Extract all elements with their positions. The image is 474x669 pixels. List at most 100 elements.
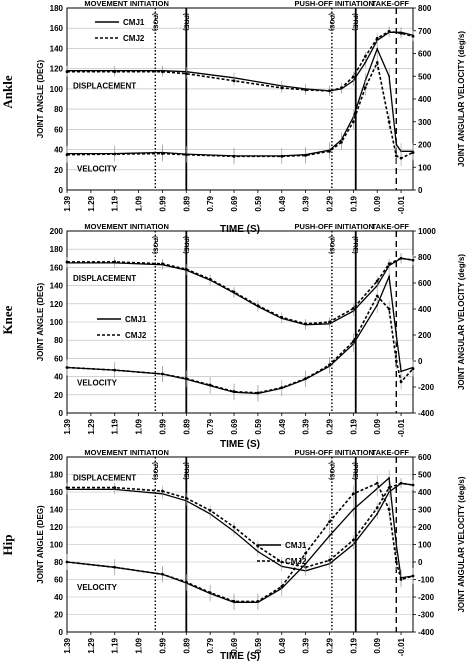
- data-point: [161, 70, 164, 74]
- x-tick-label: 0.49: [278, 418, 287, 434]
- data-point: [411, 574, 415, 578]
- data-point: [351, 492, 355, 496]
- data-point: [280, 585, 284, 588]
- y-tick-label: 100: [50, 541, 64, 550]
- phase-label: TAKE-OFF: [372, 222, 410, 231]
- data-point: [328, 320, 331, 324]
- x-tick-label: 1.29: [87, 195, 96, 211]
- x-tick-label: 0.29: [325, 637, 334, 653]
- data-point: [161, 372, 164, 376]
- data-point: [388, 275, 391, 278]
- y-tick-label: 140: [50, 44, 64, 53]
- y-right-tick-label: -300: [418, 611, 435, 620]
- data-point: [280, 86, 284, 90]
- data-point: [161, 572, 164, 576]
- data-point: [375, 279, 379, 283]
- data-point: [232, 79, 236, 83]
- data-point: [375, 481, 379, 485]
- series-variability: [66, 478, 414, 573]
- x-tick-label: 1.19: [111, 418, 120, 434]
- data-point: [304, 562, 307, 565]
- y-right-tick-label: -400: [418, 628, 435, 637]
- y-right-tick-label: 1000: [418, 227, 436, 236]
- x-tick-label: -0.01: [397, 418, 406, 437]
- legend-label: CMJ1: [123, 18, 145, 27]
- data-point: [395, 334, 398, 336]
- y-tick-label: 180: [50, 4, 64, 13]
- data-point: [363, 55, 367, 58]
- x-tick-label: 1.09: [135, 418, 144, 434]
- x-tick-label: 1.09: [135, 637, 144, 653]
- x-tick-label: 1.39: [63, 637, 72, 653]
- data-point: [65, 486, 69, 490]
- x-tick-label: 0.19: [349, 195, 358, 211]
- data-point: [399, 31, 403, 35]
- joint-title: Ankle: [0, 75, 15, 108]
- x-tick-label: 1.39: [63, 195, 72, 211]
- data-point: [113, 565, 117, 569]
- y-right-tick-label: 600: [418, 279, 432, 288]
- y-right-tick-label: 400: [418, 95, 432, 104]
- data-point: [375, 61, 379, 64]
- annotation-label: VELOCITY: [77, 165, 118, 174]
- data-point: [411, 367, 415, 371]
- data-point: [387, 120, 391, 124]
- x-tick-label: 1.19: [111, 637, 120, 653]
- data-point: [113, 70, 117, 74]
- series-line: [67, 47, 413, 157]
- data-point: [65, 260, 69, 264]
- data-point: [232, 390, 236, 393]
- x-tick-label: 0.99: [158, 418, 167, 434]
- y-tick-label: 160: [50, 263, 64, 272]
- data-point: [387, 307, 391, 311]
- data-point: [184, 496, 188, 500]
- data-point: [376, 304, 379, 306]
- y-right-tick-label: 800: [418, 253, 432, 262]
- x-tick-label: 0.59: [254, 195, 263, 211]
- data-point: [351, 538, 355, 542]
- data-point: [399, 578, 403, 581]
- x-tick-label: 0.79: [206, 637, 215, 653]
- data-point: [399, 380, 403, 384]
- data-point: [232, 154, 236, 158]
- phase-marker-label: (PRE): [182, 462, 189, 480]
- y-axis-title: JOINT ANGLE (DEG): [36, 59, 45, 138]
- y-tick-label: 0: [59, 409, 64, 418]
- phase-marker-label: (PRE): [182, 13, 189, 31]
- y-right-tick-label: -400: [418, 409, 435, 418]
- y-right-tick-label: 600: [418, 50, 432, 59]
- x-tick-label: 0.79: [206, 418, 215, 434]
- y-tick-label: 120: [50, 300, 64, 309]
- phase-label: MOVEMENT INITIATION: [84, 222, 168, 231]
- x-tick-label: 0.09: [373, 637, 382, 653]
- chart-panel-hip: 0 20 40 60 80 100 120 140 160 180 200 -400 -300 -200 -…: [0, 448, 466, 662]
- data-point: [411, 151, 415, 154]
- phase-marker-label: (PRE): [352, 13, 359, 31]
- plot-frame: [66, 456, 414, 633]
- data-point: [304, 154, 308, 157]
- y-tick-label: 120: [50, 523, 64, 532]
- data-point: [256, 391, 260, 395]
- annotation-label: DISPLACEMENT: [73, 473, 136, 482]
- data-point: [395, 143, 398, 146]
- annotation-label: VELOCITY: [77, 379, 118, 388]
- y-tick-label: 60: [54, 125, 63, 134]
- data-point: [328, 558, 331, 562]
- x-axis-title: TIME (S): [220, 651, 260, 662]
- data-point: [399, 481, 403, 485]
- y-tick-label: 40: [54, 373, 63, 382]
- y-tick-label: 200: [50, 227, 64, 236]
- data-point: [364, 61, 367, 64]
- phase-marker-label: (POS): [151, 13, 158, 31]
- y-right-tick-label: -200: [418, 383, 435, 392]
- phase-label: TAKE-OFF: [372, 448, 410, 457]
- x-tick-label: 0.39: [302, 195, 311, 211]
- x-tick-label: 0.89: [182, 195, 191, 211]
- data-point: [340, 86, 343, 90]
- x-tick-label: -0.01: [397, 195, 406, 214]
- data-point: [113, 486, 117, 490]
- data-point: [375, 506, 379, 510]
- y-tick-label: 0: [59, 186, 64, 195]
- phase-marker-label: (POS): [151, 462, 158, 480]
- y-right-tick-label: -200: [418, 593, 435, 602]
